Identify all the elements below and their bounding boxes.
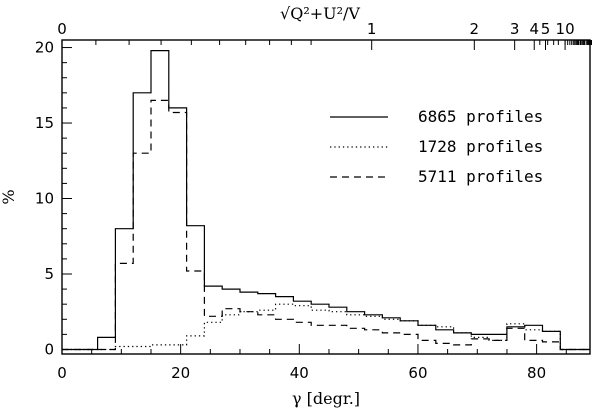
y-tick-label: 10	[35, 190, 54, 208]
top-axis-label: √Q²+U²/V	[280, 4, 360, 23]
plot-frame	[61, 39, 591, 355]
y-tick-label: 5	[44, 265, 54, 283]
y-axis-label: %	[0, 189, 18, 204]
y-tick-label: 20	[35, 39, 54, 57]
histogram-series	[62, 50, 590, 351]
legend-label-solid: 6865 profiles	[418, 107, 543, 126]
x-axis-label: γ [degr.]	[292, 389, 360, 408]
x-tick-label: 0	[57, 364, 67, 382]
series-solid-line	[62, 50, 590, 351]
x-tick-label: 20	[171, 364, 190, 382]
series-dotted-line	[62, 303, 590, 351]
top-tick-label: 1	[367, 20, 377, 38]
top-tick-label: 5	[541, 20, 551, 38]
bottom-axis: 0 20 40 60 80	[57, 344, 567, 382]
x-tick-label: 60	[408, 364, 427, 382]
legend-label-dashed: 5711 profiles	[418, 167, 543, 186]
left-axis: 0 5 10 15 20	[35, 39, 72, 358]
top-tick-label: 0	[57, 20, 67, 38]
x-tick-label: 40	[290, 364, 309, 382]
x-tick-label: 80	[527, 364, 546, 382]
legend: 6865 profiles 1728 profiles 5711 profiles	[330, 107, 543, 186]
top-axis: 0 1 2 3 4 5 10	[57, 20, 592, 50]
y-tick-label: 0	[44, 340, 54, 358]
top-tick-label: 2	[470, 20, 480, 38]
top-tick-label: 4	[529, 20, 539, 38]
y-tick-label: 15	[35, 114, 54, 132]
top-tick-label: 10	[556, 20, 575, 38]
legend-label-dotted: 1728 profiles	[418, 137, 543, 156]
top-tick-label: 3	[510, 20, 520, 38]
